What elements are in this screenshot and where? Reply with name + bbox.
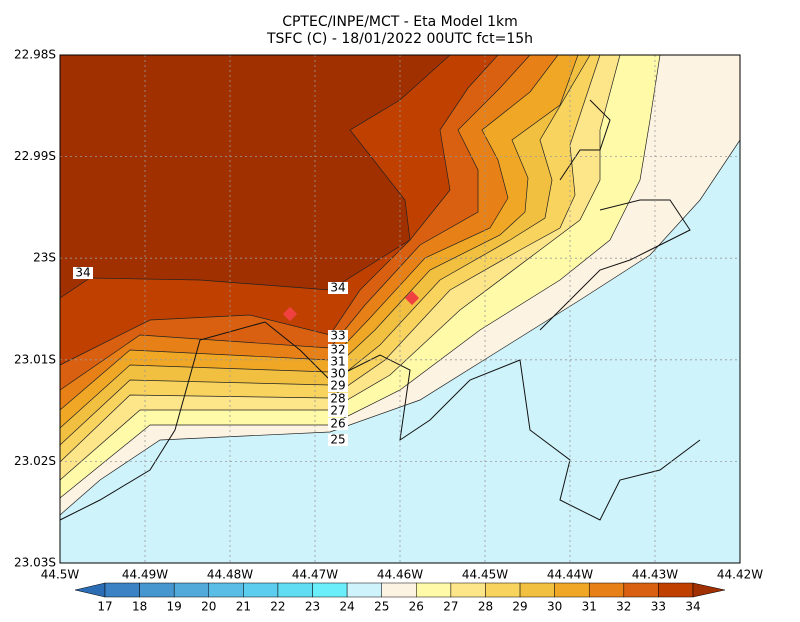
colorbar-label: 28 xyxy=(478,600,493,614)
contour-label-box xyxy=(328,344,348,356)
colorbar-box xyxy=(277,582,313,598)
contour-label-box xyxy=(328,330,348,342)
colorbar-label: 30 xyxy=(547,600,562,614)
colorbar-box xyxy=(485,582,521,598)
contour-label-box xyxy=(328,356,348,368)
x-tick-label: 44.49W xyxy=(122,568,168,582)
colorbar-label: 21 xyxy=(236,600,251,614)
colorbar-box xyxy=(519,582,555,598)
y-tick-label: 23S xyxy=(33,251,56,265)
y-tick-label: 22.98S xyxy=(14,48,56,62)
contour-label: 30 xyxy=(330,367,345,381)
colorbar-box xyxy=(623,582,659,598)
x-tick-label: 44.47W xyxy=(292,568,338,582)
colorbar-box xyxy=(243,582,279,598)
x-tick-label: 44.43W xyxy=(632,568,678,582)
station-marker xyxy=(404,290,420,306)
colorbar-box xyxy=(450,582,486,598)
colorbar-box xyxy=(588,582,625,598)
contour-label: 28 xyxy=(330,392,345,406)
contour-label-box xyxy=(328,434,348,446)
colorbar-box xyxy=(346,582,382,598)
colorbar-label: 18 xyxy=(132,600,147,614)
contour-label: 34 xyxy=(75,266,90,280)
colorbar-label: 17 xyxy=(97,600,112,614)
colorbar-label: 24 xyxy=(339,600,354,614)
colorbar-label: 29 xyxy=(512,600,527,614)
contour-label-box xyxy=(73,267,93,279)
contour-label-box xyxy=(328,405,348,417)
colorbar-label: 27 xyxy=(443,600,458,614)
colorbar-label: 33 xyxy=(651,600,666,614)
x-tick-label: 44.42W xyxy=(717,568,763,582)
plot-frame xyxy=(59,54,741,564)
subtitle: TSFC (C) - 18/01/2022 00UTC fct=15h xyxy=(266,31,533,47)
contour-label-box xyxy=(328,393,348,405)
colorbar-box xyxy=(173,582,210,598)
colorbar-box xyxy=(139,582,175,598)
colorbar-arrow xyxy=(74,582,106,598)
colorbar-box xyxy=(104,582,140,598)
title: CPTEC/INPE/MCT - Eta Model 1km xyxy=(282,14,518,30)
colorbar-box xyxy=(554,582,590,598)
colorbar-label: 25 xyxy=(374,600,389,614)
colorbar-label: 19 xyxy=(167,600,182,614)
x-tick-label: 44.44W xyxy=(547,568,593,582)
coastline xyxy=(539,99,691,331)
colorbar-box xyxy=(381,582,417,598)
colorbar-label: 31 xyxy=(582,600,597,614)
colorbar-label: 26 xyxy=(409,600,424,614)
x-tick-label: 44.46W xyxy=(377,568,423,582)
colorbar-label: 23 xyxy=(305,600,320,614)
contour-label-box xyxy=(328,418,348,430)
contour-label: 34 xyxy=(330,281,345,295)
contour-label-box xyxy=(328,282,348,294)
contour-label-box xyxy=(328,368,348,380)
colorbar-label: 22 xyxy=(270,600,285,614)
contour-label: 31 xyxy=(330,355,345,369)
x-tick-label: 44.5W xyxy=(41,568,80,582)
contour-label: 25 xyxy=(330,433,345,447)
contour-label: 29 xyxy=(330,379,345,393)
contour-label: 27 xyxy=(330,404,345,418)
station-marker xyxy=(282,306,298,322)
y-tick-label: 23.03S xyxy=(14,556,56,570)
colorbar-box xyxy=(312,582,348,598)
y-tick-label: 23.01S xyxy=(14,352,56,366)
x-tick-label: 44.48W xyxy=(207,568,253,582)
colorbar-label: 34 xyxy=(685,600,700,614)
colorbar-box xyxy=(208,582,244,598)
colorbar-box xyxy=(658,582,694,598)
contour-label: 26 xyxy=(330,417,345,431)
colorbar-arrow xyxy=(692,582,726,598)
y-tick-label: 22.99S xyxy=(14,149,56,163)
contour-label: 33 xyxy=(330,329,345,343)
y-tick-label: 23.02S xyxy=(14,454,56,468)
colorbar-label: 20 xyxy=(201,600,216,614)
colorbar-label: 32 xyxy=(616,600,631,614)
contour-label: 32 xyxy=(330,343,345,357)
x-tick-label: 44.45W xyxy=(462,568,508,582)
colorbar-box xyxy=(416,582,452,598)
contour-label-box xyxy=(328,380,348,392)
